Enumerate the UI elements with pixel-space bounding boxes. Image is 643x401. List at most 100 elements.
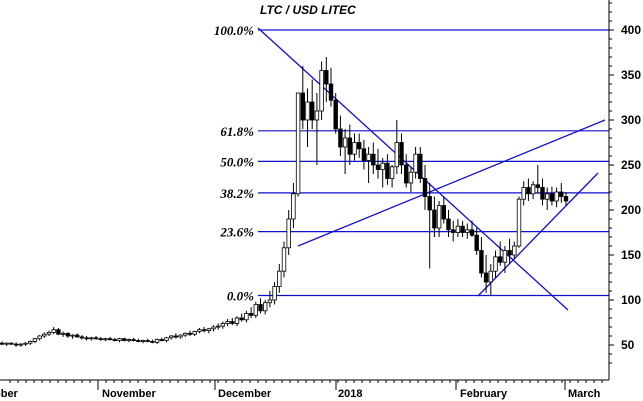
y-tick-label: 150 — [621, 248, 641, 262]
candle — [0, 341, 5, 345]
candle — [9, 342, 14, 345]
candle — [215, 323, 221, 330]
candle — [32, 337, 38, 344]
candle — [154, 338, 160, 345]
candle — [559, 183, 564, 203]
candle — [540, 178, 545, 206]
candle — [394, 120, 399, 174]
candle — [455, 219, 461, 237]
candle — [554, 187, 559, 208]
candle — [460, 220, 465, 237]
candle — [502, 246, 508, 273]
candle — [413, 147, 418, 179]
candle — [126, 338, 132, 343]
candle — [112, 337, 117, 342]
candle — [23, 342, 28, 346]
candle — [239, 313, 244, 322]
candle — [314, 93, 320, 165]
candle — [535, 165, 540, 194]
candle — [333, 93, 338, 134]
y-tick-label: 50 — [621, 338, 635, 352]
candle — [60, 331, 66, 337]
candle — [375, 148, 381, 179]
candle — [79, 335, 85, 340]
candle — [42, 332, 47, 338]
candle — [122, 337, 127, 342]
fibonacci-labels: 100.0% 61.8% 50.0% 38.2% 23.6% 0.0% — [214, 23, 254, 304]
candle — [93, 336, 99, 340]
candle — [187, 330, 193, 336]
candle — [408, 166, 414, 192]
trend-line — [477, 172, 599, 297]
x-tick-label: March — [568, 388, 601, 400]
candle — [497, 241, 503, 266]
y-tick-label: 250 — [621, 158, 641, 172]
y-tick-label: 300 — [621, 113, 641, 127]
candle — [516, 196, 522, 248]
candle — [173, 333, 179, 339]
candle — [403, 154, 409, 188]
candle — [98, 336, 103, 341]
candle — [422, 165, 428, 210]
candle — [399, 133, 404, 174]
candle — [131, 337, 136, 342]
candle — [225, 318, 230, 327]
candle — [206, 327, 211, 334]
candle — [385, 154, 390, 185]
candle — [4, 342, 9, 346]
candle — [27, 340, 33, 345]
candle — [272, 282, 277, 305]
x-tick-label: February — [460, 388, 508, 400]
candle — [140, 339, 146, 344]
fib-level-label: 0.0% — [227, 289, 254, 304]
candle — [361, 139, 367, 170]
candle — [65, 332, 70, 338]
candle — [277, 264, 282, 293]
candle — [107, 336, 113, 341]
candle — [267, 291, 273, 308]
candle — [211, 325, 216, 332]
candle — [418, 147, 423, 183]
candle — [56, 327, 61, 336]
candle — [51, 327, 56, 335]
candle — [183, 332, 188, 337]
candle — [168, 335, 174, 340]
candle — [436, 201, 442, 237]
y-tick-label: 350 — [621, 68, 641, 82]
candle — [13, 342, 19, 347]
x-tick-label: December — [218, 388, 272, 400]
candle — [291, 183, 296, 228]
x-axis: ober November December 2018 February March — [0, 380, 603, 400]
trend-lines — [257, 27, 606, 311]
candle — [230, 318, 235, 326]
x-tick-label: ober — [0, 388, 19, 400]
candle — [432, 196, 437, 237]
chart-title: LTC / USD LITEC — [260, 3, 356, 17]
x-tick-label: 2018 — [338, 388, 362, 400]
candle — [328, 67, 334, 107]
candle — [521, 181, 526, 206]
candle — [427, 183, 432, 269]
candle — [309, 79, 315, 129]
candle — [338, 115, 343, 156]
candle — [549, 186, 555, 206]
candle — [253, 301, 258, 318]
candle — [295, 92, 301, 197]
candle — [347, 124, 352, 165]
fib-level-label: 61.8% — [220, 124, 254, 139]
candle — [75, 333, 80, 338]
candle — [248, 307, 254, 318]
x-tick-label: November — [102, 388, 157, 400]
candle — [371, 142, 376, 174]
candle — [281, 241, 287, 278]
candle — [441, 196, 446, 224]
candle — [450, 220, 456, 242]
candle — [488, 264, 493, 296]
candle — [244, 310, 249, 323]
fib-level-label: 38.2% — [219, 186, 254, 201]
candle — [446, 210, 451, 237]
candle — [201, 327, 207, 333]
fibonacci-lines — [258, 29, 609, 297]
candle — [70, 334, 75, 339]
candle — [474, 228, 479, 255]
